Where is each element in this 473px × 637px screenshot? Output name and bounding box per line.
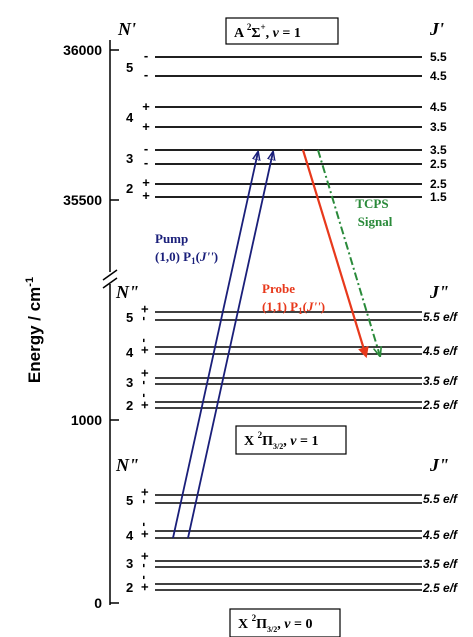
upper-n-header: N' [117,19,136,39]
probe-arrow [303,150,366,356]
j-label: 4.5 e/f [422,344,458,358]
j-label: 2.5 [430,177,447,191]
svg-text:Signal: Signal [358,214,393,229]
y-axis-title: Energy / cm-1 [24,277,44,383]
j-label: 2.5 [430,157,447,171]
upper-state-box: A 2Σ+, v = 1 [226,18,338,44]
lower-state-box: X 2Π3/2, v = 0 [230,609,340,637]
parity-label: + [142,99,150,114]
parity-label: + - [138,488,153,504]
svg-text:TCPS: TCPS [355,196,388,211]
probe-label: Probe (1,1) P1(J'') [262,281,325,316]
parity-label: - [144,67,148,82]
n-label: 5 [126,493,133,508]
n-label: 2 [126,398,133,413]
middle-levels: 5 4 3 2 + - - + + - - + 5.5 e/f 4.5 e/f … [126,305,458,413]
j-label: 4.5 [430,100,447,114]
j-label: 4.5 [430,69,447,83]
parity-label: - + [138,522,153,538]
j-label: 5.5 e/f [423,492,458,506]
svg-text:(1,0) P1(J''): (1,0) P1(J'') [155,249,218,266]
n-label: 3 [126,151,133,166]
middle-n-header: N" [115,282,139,302]
svg-text:Pump: Pump [155,231,188,246]
j-label: 5.5 [430,50,447,64]
n-label: 2 [126,181,133,196]
parity-label: + - [138,305,153,321]
y-tick-label: 36000 [63,42,102,58]
parity-label: + - [138,552,153,568]
lower-n-header: N" [115,455,139,475]
y-tick-label: 0 [94,595,102,611]
parity-label: - [144,141,148,156]
y-tick-label: 1000 [71,412,102,428]
j-label: 3.5 [430,120,447,134]
n-label: 4 [126,110,134,125]
upper-j-header: J' [429,19,444,39]
j-label: 3.5 e/f [423,557,458,571]
svg-text:(1,1) P1(J''): (1,1) P1(J'') [262,299,325,316]
lower-j-header: J" [429,455,449,475]
upper-levels: 5 - - 4 + + 3 - - 2 + + 5.5 4.5 4.5 3.5 … [126,48,447,204]
n-label: 5 [126,60,133,75]
middle-j-header: J" [429,282,449,302]
n-label: 5 [126,310,133,325]
n-label: 4 [126,345,134,360]
parity-label: - + [138,338,153,354]
j-label: 1.5 [430,190,447,204]
pump-arrows [173,152,273,538]
n-label: 4 [126,528,134,543]
j-label: 4.5 e/f [422,528,458,542]
svg-text:Probe: Probe [262,281,295,296]
parity-label: - + [138,575,153,591]
parity-label: + [142,188,150,203]
n-label: 3 [126,375,133,390]
parity-label: - + [138,393,153,409]
tcps-label: TCPS Signal [355,196,392,229]
j-label: 2.5 e/f [422,398,458,412]
y-tick-label: 35500 [63,192,102,208]
pump-arrow [188,152,273,538]
parity-label: - [144,48,148,63]
parity-label: - [144,155,148,170]
j-label: 5.5 e/f [423,310,458,324]
parity-label: + - [138,369,153,385]
pump-label: Pump (1,0) P1(J'') [155,231,218,266]
middle-state-box: X 2Π3/2, v = 1 [236,426,346,454]
j-label: 3.5 e/f [423,374,458,388]
parity-label: + [142,119,150,134]
n-label: 3 [126,556,133,571]
pump-arrow [173,152,258,538]
j-label: 2.5 e/f [422,581,458,595]
tcps-signal-arrow [318,150,380,356]
n-label: 2 [126,580,133,595]
lower-levels: 5 4 3 2 + - - + + - - + 5.5 e/f 4.5 e/f … [126,488,458,595]
j-label: 3.5 [430,143,447,157]
